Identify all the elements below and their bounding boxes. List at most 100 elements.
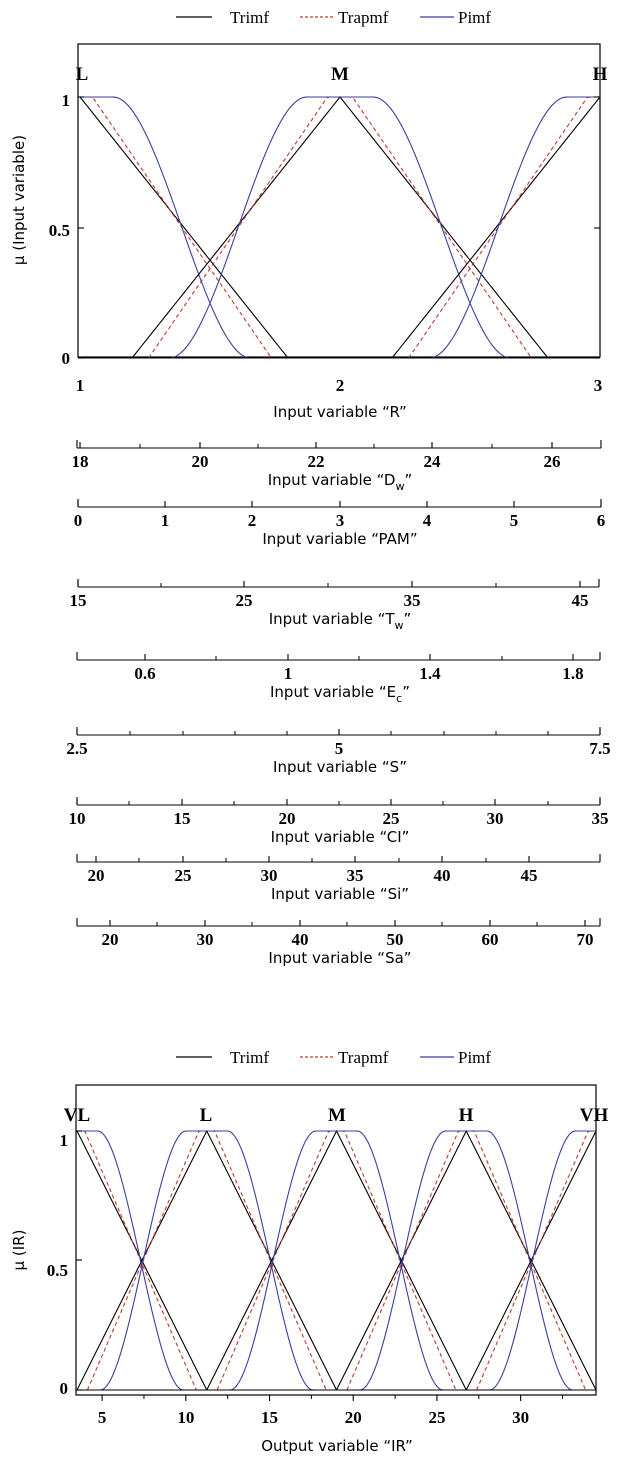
top-trimf-curve-0 [79,96,289,359]
scale-axis-label: Input variable “Sa” [268,949,411,967]
mf-label-VL: VL [64,1105,90,1126]
scale-6: 20 25 30 35 40 45 Input variable “Si” [76,854,601,903]
scale-tick-label: 20 [279,809,296,828]
bottom-pimf-curve-2 [229,1130,443,1391]
scale-axis-label: Input variable “PAM” [262,530,417,548]
top-trimf-curve-2 [391,96,601,359]
top-pimf-curve-2 [429,96,600,359]
scale-tick-label: 20 [192,452,209,471]
scale-tick-label: 15 [174,809,191,828]
scale-3: 0.6 1 1.4 1.8 Input variable “Ec” [76,652,601,705]
legend-trapmf-label: Trapmf [338,1048,389,1067]
bottom-pimf-curve-3 [359,1130,573,1391]
scale-tick-label: 5 [510,511,519,530]
scale-tick-label: 70 [577,930,594,949]
bottom-trapmf-curve-3 [346,1130,587,1391]
bottom-pimf-curve-1 [100,1130,314,1391]
mf-label-M: M [328,1105,346,1126]
scale-tick-label: 25 [383,809,400,828]
scale-tick-label: 1 [161,511,170,530]
input-membership-chart: Trimf Trapmf Pimf L M H 1 0.5 0 μ (Input… [10,8,608,421]
y-tick-0.5: 0.5 [47,1261,68,1280]
scale-tick-label: 0 [74,511,83,530]
scale-tick-label: 35 [347,866,364,885]
top-trapmf-curve-1 [148,96,532,359]
scale-tick-label: 6 [597,511,606,530]
y-tick-1: 1 [60,1131,69,1150]
scale-tick-label: 15 [70,591,87,610]
scale-tick-label: 25 [175,866,192,885]
bottom-trapmf-curve-1 [86,1130,327,1391]
scale-tick-label: 24 [424,452,442,471]
scale-tick-label: 22 [308,452,325,471]
scale-tick-label: 1.8 [562,664,583,683]
bottom-x-tick-label: 10 [177,1408,194,1427]
output-membership-chart: Trimf Trapmf Pimf VL L M H VH 1 0.5 0 μ … [10,1048,608,1455]
bottom-x-tick-label: 15 [261,1408,278,1427]
scale-tick-label: 3 [336,511,345,530]
scale-tick-label: 20 [88,866,105,885]
scale-tick-label: 5 [335,739,344,758]
scale-tick-label: 30 [261,866,278,885]
bottom-x-tick-label: 30 [512,1408,529,1427]
bottom-curves [76,1129,597,1391]
top-curves [78,96,601,359]
bottom-plot-frame [75,1084,597,1396]
scale-tick-label: 40 [434,866,451,885]
x-tick-2: 2 [336,376,345,395]
top-legend: Trimf Trapmf Pimf [176,8,491,27]
bottom-x-axis-label: Output variable “IR” [261,1437,413,1455]
y-tick-0: 0 [60,1379,69,1398]
bottom-legend: Trimf Trapmf Pimf [176,1048,491,1067]
bottom-trimf-curve-3 [336,1129,597,1391]
scale-axis-label: Input variable “Si” [271,885,409,903]
mf-label-L: L [200,1105,213,1126]
y-tick-1: 1 [62,91,71,110]
top-pimf-curve-0 [80,96,251,359]
legend-pimf-label: Pimf [458,1048,491,1067]
top-x-axis-label: Input variable “R” [273,403,406,421]
top-plot-frame [77,43,601,358]
scale-tick-label: 20 [102,930,119,949]
scale-tick-label: 45 [572,591,589,610]
scale-tick-label: 30 [487,809,504,828]
scale-axis-label: Input variable “CI” [271,828,410,846]
bottom-trimf-curve-1 [76,1129,337,1391]
bottom-trimf-curve-4 [465,1130,597,1391]
bottom-trapmf-curve-0 [77,1130,197,1391]
legend-trimf-label: Trimf [230,8,269,27]
scale-tick-label: 4 [423,511,432,530]
scale-4: 2.5 5 7.5 Input variable “S” [66,727,611,776]
legend-pimf-label: Pimf [458,8,491,27]
y-tick-0: 0 [62,349,71,368]
scale-axis-label: Input variable “Tw” [269,610,412,632]
scale-tick-label: 35 [404,591,421,610]
scale-tick-label: 0.6 [134,664,155,683]
mf-label-VH: VH [580,1105,609,1126]
bottom-x-ticks: 5 10 15 20 25 30 [98,1395,564,1427]
scale-tick-label: 50 [387,930,404,949]
scale-tick-label: 26 [544,452,561,471]
legend-trimf-label: Trimf [230,1048,269,1067]
bottom-trapmf-curve-2 [216,1130,457,1391]
y-tick-0.5: 0.5 [49,221,70,240]
top-pimf-curve-1 [169,96,511,359]
scale-tick-label: 1.4 [419,664,441,683]
scale-tick-label: 40 [292,930,309,949]
scale-axis-label: Input variable “Ec” [270,683,410,705]
scale-tick-label: 18 [72,452,89,471]
bottom-pimf-curve-0 [77,1130,184,1391]
scale-tick-label: 2.5 [66,739,87,758]
bottom-trapmf-curve-4 [476,1130,596,1391]
mf-label-M: M [331,64,349,85]
top-trimf-curve-1 [131,96,549,359]
bottom-trimf-curve-2 [206,1129,467,1391]
mf-label-H: H [593,64,608,85]
scale-tick-label: 10 [69,809,86,828]
legend-trapmf-label: Trapmf [338,8,389,27]
scale-tick-label: 7.5 [589,739,610,758]
top-y-axis-label: μ (Input variable) [10,135,28,265]
scale-tick-label: 30 [197,930,214,949]
x-tick-3: 3 [594,376,603,395]
